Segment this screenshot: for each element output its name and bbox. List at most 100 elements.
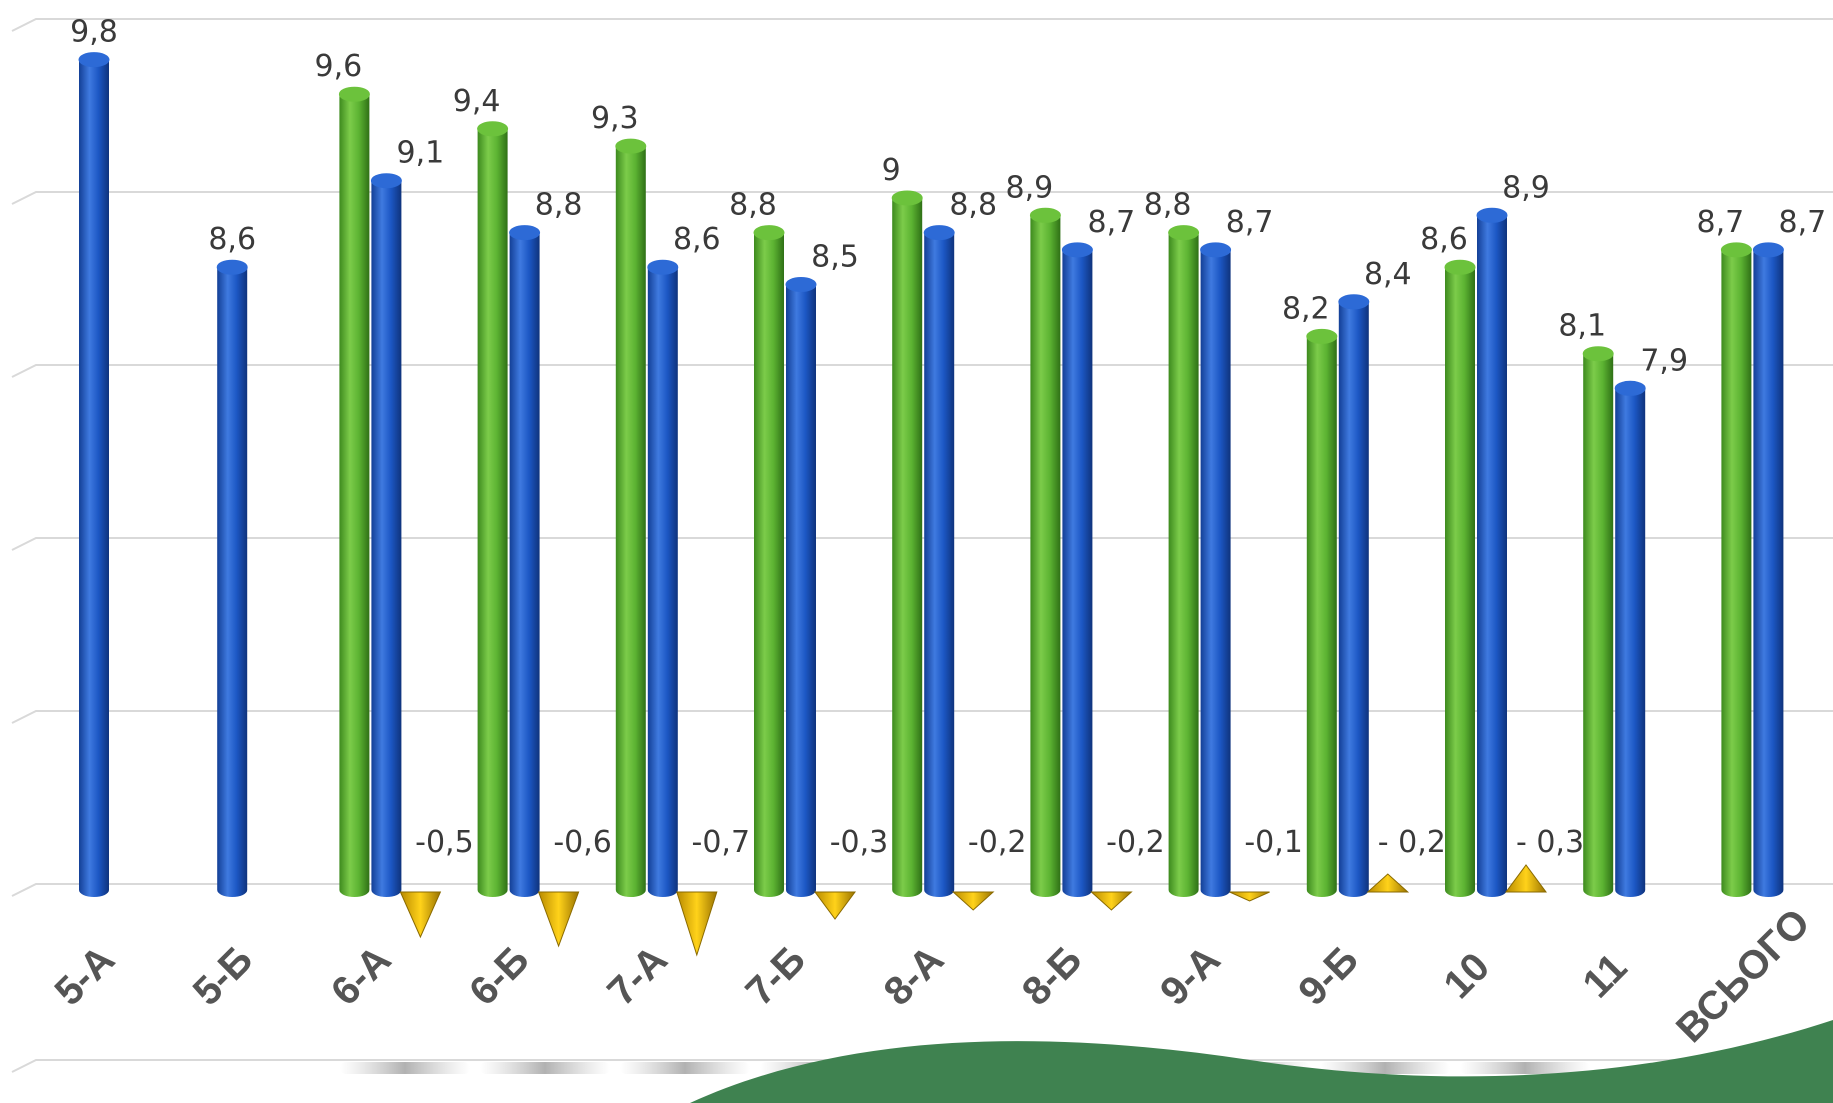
floor-shadow — [1320, 1062, 1450, 1074]
change-label: -0,2 — [1106, 825, 1165, 860]
change-arrows — [399, 864, 1547, 957]
bar-curr-cap — [1476, 207, 1508, 223]
down-arrow-icon — [1229, 891, 1270, 902]
data-label-curr: 7,9 — [1640, 343, 1688, 378]
bar-curr — [216, 259, 248, 897]
bar-curr-body — [509, 232, 540, 898]
category-label: 5-Б — [185, 938, 262, 1015]
down-arrow-icon — [951, 891, 995, 911]
up-arrow-icon — [1505, 864, 1547, 893]
category-label: 10 — [1436, 945, 1499, 1008]
data-label-curr: 8,8 — [535, 188, 583, 223]
change-label: -0,5 — [415, 825, 474, 860]
bar-prev-body — [892, 198, 923, 897]
floor-decoration — [340, 1020, 1833, 1103]
data-label-prev: 9,4 — [453, 84, 501, 119]
bar-curr-cap — [78, 52, 110, 68]
change-label: -0,6 — [553, 825, 612, 860]
bar-prev-cap — [1720, 242, 1752, 258]
data-label-curr: 8,6 — [673, 222, 721, 257]
bars — [78, 52, 1784, 898]
down-arrow-icon — [537, 891, 580, 948]
data-label-curr: 9,1 — [397, 136, 445, 171]
category-label: 9-Б — [1290, 938, 1367, 1015]
bar-curr-cap — [509, 225, 541, 241]
bar-curr-body — [371, 180, 402, 897]
gridline — [11, 710, 1833, 724]
bar-prev-cap — [615, 138, 647, 154]
bar-curr-body — [1062, 249, 1093, 897]
data-label-prev: 9,6 — [315, 49, 363, 84]
category-label: 7-А — [599, 937, 676, 1014]
bar-curr-cap — [1614, 380, 1646, 396]
bar-curr — [1476, 207, 1508, 898]
data-label-prev: 8,8 — [1144, 188, 1192, 223]
category-label: 5-А — [46, 937, 123, 1014]
down-arrow-icon — [814, 891, 856, 920]
data-label-prev: 8,8 — [729, 188, 777, 223]
data-label-curr: 8,9 — [1502, 170, 1550, 205]
bar-curr-body — [786, 284, 816, 897]
bar-curr — [78, 52, 110, 898]
category-axis: 5-А 5-Б 6-А 6-Б 7-А 7-Б 8-А 8-Б 9-А 9-Б 10 11 ВСЬОГО — [46, 901, 1818, 1052]
bar-prev-cap — [1029, 207, 1061, 223]
bar-prev-cap — [891, 190, 923, 206]
bar-curr-body — [1753, 249, 1784, 897]
down-arrow-icon — [399, 891, 442, 939]
bar-prev — [338, 86, 370, 897]
change-label: -0,1 — [1244, 825, 1303, 860]
bar-curr — [1614, 380, 1646, 897]
data-label-prev: 8,1 — [1558, 309, 1606, 344]
bar-prev — [1168, 225, 1200, 898]
floor-shadow — [340, 1062, 470, 1074]
floor-shadow — [620, 1062, 750, 1074]
bar-prev-cap — [1168, 225, 1200, 241]
gridline — [11, 537, 1833, 551]
down-arrow-icon — [676, 891, 718, 957]
category-label: 6-А — [323, 937, 400, 1014]
bar-prev — [1582, 346, 1614, 897]
bar-prev-body — [1306, 336, 1337, 897]
bar-curr-body — [217, 267, 248, 897]
bar-curr — [509, 225, 541, 898]
bar-curr — [370, 173, 402, 897]
gridline — [11, 883, 1833, 897]
data-label-prev: 8,9 — [1006, 170, 1054, 205]
bar-prev — [891, 190, 923, 897]
bar-curr-cap — [370, 173, 402, 189]
category-label: 9-А — [1152, 937, 1229, 1014]
data-label-curr: 8,5 — [811, 240, 859, 275]
bar-curr-cap — [647, 259, 679, 275]
change-label: -0,2 — [968, 825, 1027, 860]
gridline — [11, 18, 1833, 32]
bar-prev-cap — [338, 86, 370, 102]
bar-curr — [1338, 294, 1370, 897]
up-arrow-icon — [1366, 873, 1410, 893]
bar-curr-cap — [785, 277, 817, 292]
bar-curr — [1061, 242, 1093, 897]
gridline — [11, 191, 1833, 205]
data-label-prev: 9,3 — [591, 101, 639, 136]
data-label-curr: 8,6 — [208, 222, 256, 257]
data-label-curr: 8,4 — [1364, 257, 1412, 292]
bar-curr-body — [1615, 388, 1646, 897]
bar-prev-cap — [1306, 328, 1338, 344]
data-label-curr: 8,7 — [1226, 205, 1274, 240]
bar-prev-cap — [1582, 346, 1614, 362]
down-arrow-icon — [1090, 891, 1133, 911]
bar-prev-cap — [1444, 259, 1476, 275]
change-label: - 0,3 — [1516, 825, 1584, 860]
bar-prev-body — [754, 232, 784, 898]
bar-prev-cap — [477, 121, 509, 137]
data-label-prev: 8,2 — [1282, 291, 1330, 326]
gridlines — [11, 18, 1833, 1073]
data-labels: 9,88,69,69,1-0,59,48,8-0,69,38,6-0,78,88… — [70, 15, 1826, 860]
category-label: 6-Б — [461, 938, 538, 1015]
bar-prev — [615, 138, 647, 898]
bar-prev — [477, 121, 509, 898]
data-label-curr: 8,7 — [1088, 205, 1136, 240]
category-label: 8-А — [876, 937, 953, 1014]
bar-curr-cap — [1200, 242, 1232, 258]
category-label: ВСЬОГО — [1668, 901, 1819, 1052]
